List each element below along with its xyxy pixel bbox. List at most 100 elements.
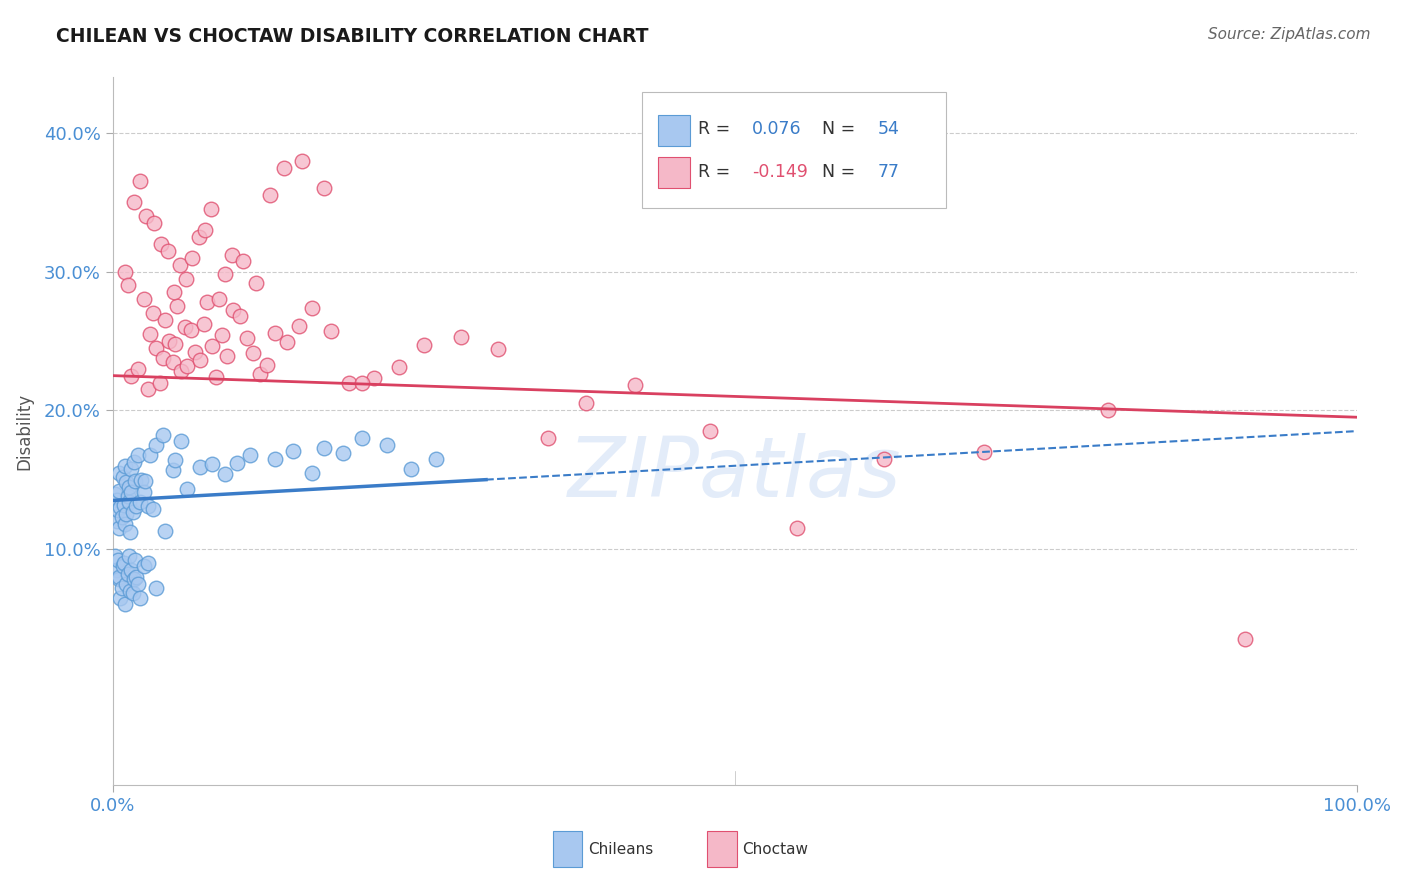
Point <box>162 463 184 477</box>
Point <box>205 370 228 384</box>
Point <box>117 489 139 503</box>
Point <box>105 563 128 577</box>
Point <box>132 485 155 500</box>
Point <box>117 566 139 581</box>
Point <box>221 248 243 262</box>
Point <box>228 309 250 323</box>
Point <box>259 188 281 202</box>
Point <box>145 341 167 355</box>
Point <box>115 508 138 522</box>
Point <box>375 438 398 452</box>
Point <box>537 431 560 445</box>
Point <box>110 510 132 524</box>
Point <box>142 216 165 230</box>
Point <box>110 591 132 605</box>
Point <box>699 424 721 438</box>
Point <box>152 351 174 365</box>
Point <box>110 500 132 515</box>
Text: R =: R = <box>697 120 735 138</box>
Point <box>195 295 218 310</box>
Point <box>132 558 155 573</box>
Point <box>276 335 298 350</box>
Point <box>107 503 129 517</box>
Point <box>194 223 217 237</box>
Point <box>124 553 146 567</box>
Point <box>207 293 229 307</box>
Point <box>120 485 142 500</box>
Point <box>118 549 141 563</box>
Point <box>242 346 264 360</box>
Text: Chileans: Chileans <box>588 842 652 856</box>
Point <box>115 576 138 591</box>
Point <box>786 521 808 535</box>
Point <box>121 586 143 600</box>
Point <box>350 431 373 445</box>
Point <box>236 331 259 345</box>
Point <box>121 504 143 518</box>
Point <box>170 364 193 378</box>
Point <box>115 475 138 490</box>
Point <box>214 467 236 481</box>
Point <box>108 570 131 584</box>
Point <box>201 458 224 472</box>
Point <box>314 441 336 455</box>
Point <box>249 368 271 382</box>
Point <box>273 161 295 175</box>
Point <box>624 378 647 392</box>
Point <box>124 474 146 488</box>
Point <box>120 368 142 383</box>
Point <box>214 268 236 282</box>
Point <box>200 202 222 217</box>
Point <box>118 495 141 509</box>
Point <box>425 451 447 466</box>
Text: N =: N = <box>823 120 860 138</box>
Point <box>122 454 145 468</box>
Point <box>108 483 131 498</box>
Point <box>301 301 323 315</box>
Point <box>114 458 136 473</box>
Point <box>188 353 211 368</box>
Point <box>145 581 167 595</box>
Point <box>174 320 197 334</box>
Point <box>127 448 149 462</box>
Point <box>107 553 129 567</box>
Point <box>131 473 153 487</box>
Point <box>135 209 157 223</box>
Point <box>184 345 207 359</box>
Point <box>108 466 131 480</box>
Point <box>111 470 134 484</box>
Point <box>176 359 198 373</box>
Point <box>142 501 165 516</box>
Point <box>127 576 149 591</box>
Text: ZIPatlas: ZIPatlas <box>568 433 901 514</box>
Point <box>118 479 141 493</box>
Point <box>211 328 233 343</box>
Point <box>201 339 224 353</box>
Point <box>112 556 135 570</box>
Point <box>263 326 285 340</box>
Text: N =: N = <box>823 162 860 180</box>
Point <box>337 376 360 390</box>
Point <box>132 293 155 307</box>
Text: 54: 54 <box>877 120 900 138</box>
Point <box>136 556 159 570</box>
Point <box>412 338 434 352</box>
Point <box>176 483 198 497</box>
Text: R =: R = <box>697 162 735 180</box>
Point <box>142 306 165 320</box>
FancyBboxPatch shape <box>658 157 690 188</box>
Point <box>217 349 239 363</box>
Text: 0.076: 0.076 <box>752 120 801 138</box>
Point <box>122 573 145 587</box>
Point <box>166 299 188 313</box>
Point <box>129 495 152 509</box>
Point <box>153 524 176 538</box>
Point <box>120 563 142 577</box>
Point <box>149 376 172 390</box>
Point <box>170 434 193 448</box>
Point <box>152 428 174 442</box>
Text: 77: 77 <box>877 162 900 180</box>
Text: -0.149: -0.149 <box>752 162 808 180</box>
Point <box>120 525 142 540</box>
Point <box>163 453 186 467</box>
